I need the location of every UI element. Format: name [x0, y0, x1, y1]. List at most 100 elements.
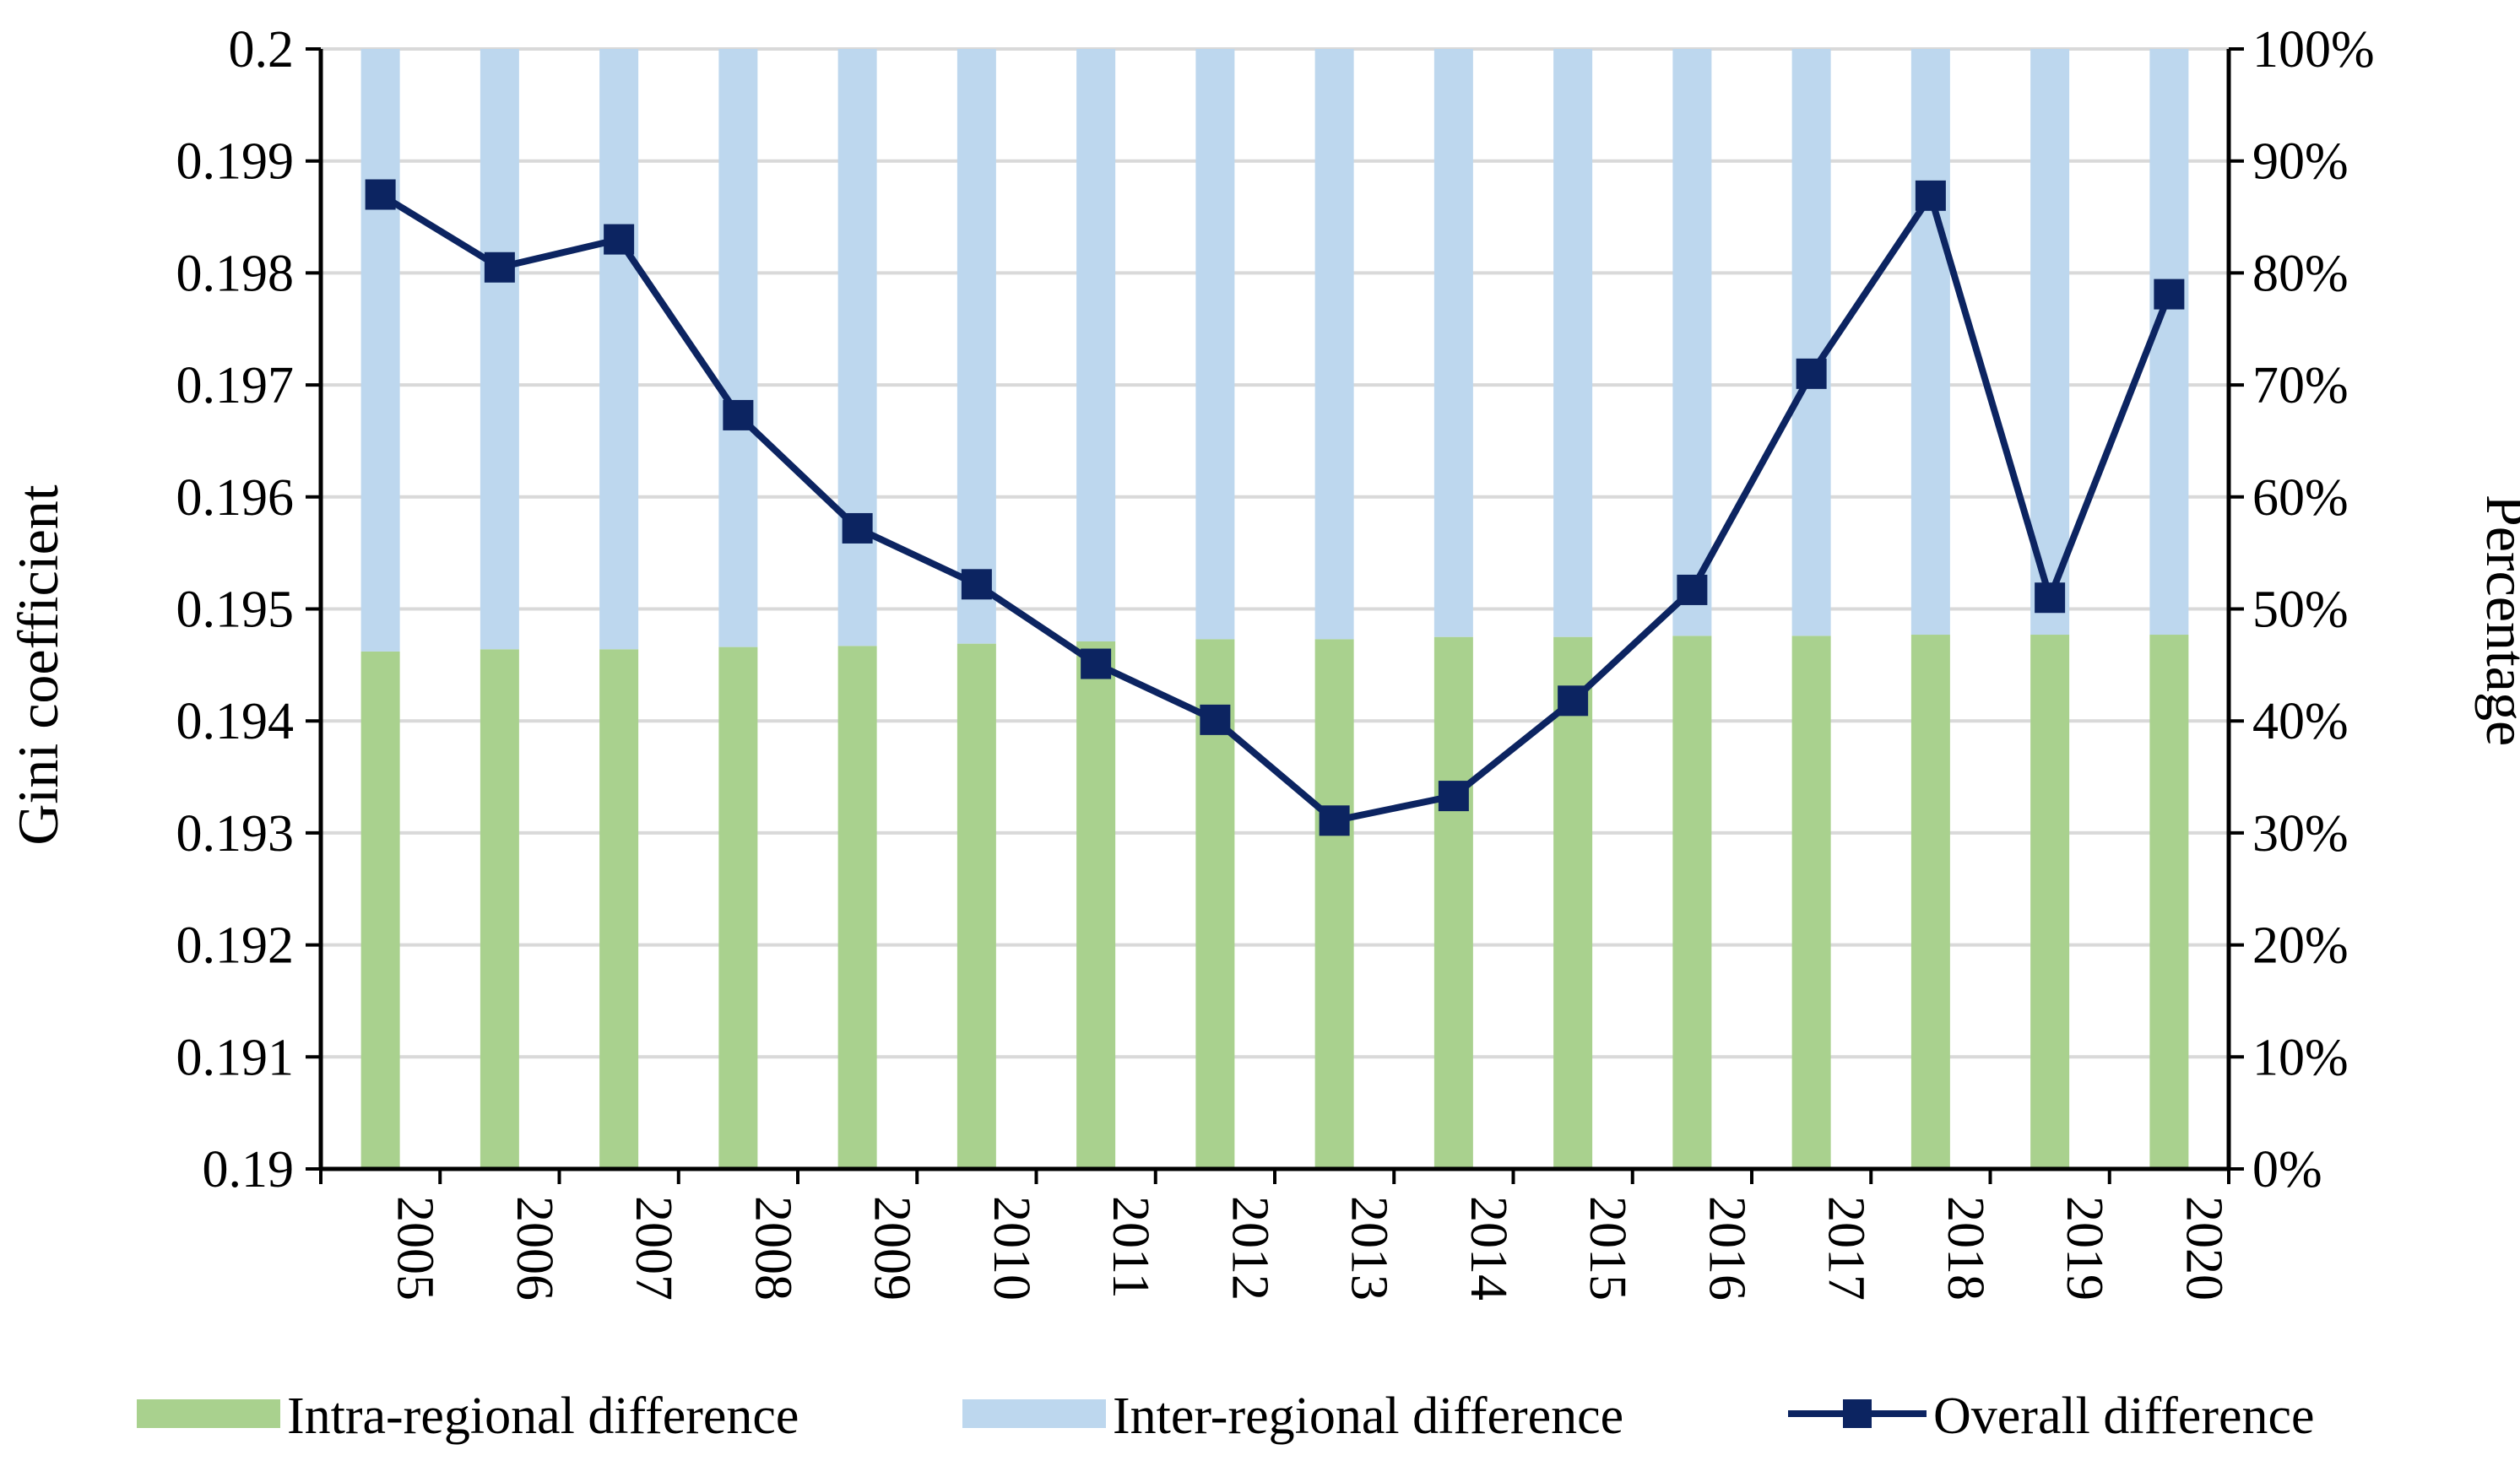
x-tick-label: 2014 [1460, 1196, 1517, 1301]
legend-swatch-inter [962, 1399, 1106, 1428]
y2-tick-label: 80% [2252, 245, 2349, 302]
bar-inter-2006 [480, 49, 519, 650]
x-tick-label: 2017 [1818, 1196, 1875, 1301]
bar-inter-2008 [718, 49, 758, 647]
y2-tick-label: 40% [2252, 693, 2349, 750]
y2-tick-label: 100% [2252, 21, 2375, 78]
legend-label-overall: Overall difference [1933, 1388, 2315, 1445]
point-overall-2016 [1677, 574, 1708, 605]
point-overall-2014 [1438, 781, 1469, 812]
point-overall-2017 [1796, 358, 1827, 389]
x-axis-ticks: 2005 2006 2007 2008 2009 2010 2011 2012 2013 2014… [319, 1169, 2232, 1301]
bar-intra-2010 [957, 643, 996, 1169]
legend-label-intra: Intra-regional difference [287, 1388, 799, 1445]
x-tick-label: 2010 [983, 1196, 1040, 1301]
bar-inter-2019 [2030, 49, 2070, 636]
x-tick-label: 2007 [625, 1196, 682, 1301]
point-overall-2012 [1200, 704, 1231, 735]
x-tick-label: 2020 [2175, 1196, 2232, 1301]
bar-intra-2015 [1553, 636, 1593, 1169]
bar-inter-2017 [1791, 49, 1831, 636]
point-overall-2007 [604, 224, 635, 255]
bar-intra-2009 [837, 646, 877, 1169]
y2-tick-label: 20% [2252, 917, 2349, 975]
bar-inter-2016 [1672, 49, 1712, 636]
bar-inter-2013 [1314, 49, 1354, 640]
y-tick-label: 0.191 [176, 1029, 295, 1086]
x-tick-label: 2011 [1102, 1196, 1159, 1299]
legend: Intra-regional difference Inter-regional… [137, 1388, 2315, 1445]
gridlines [321, 47, 2229, 1059]
bar-inter-2015 [1553, 49, 1593, 637]
bar-inter-2005 [360, 49, 400, 652]
x-tick-label: 2009 [864, 1196, 921, 1301]
y-tick-label: 0.19 [203, 1141, 295, 1198]
bar-inter-2018 [1910, 49, 1950, 636]
y2-tick-label: 0% [2252, 1141, 2322, 1198]
left-axis-ticks: 0.19 0.191 0.192 0.193 0.194 0.195 0.196 0.197 0… [176, 21, 321, 1198]
y-tick-label: 0.194 [176, 693, 295, 750]
point-overall-2009 [842, 512, 873, 544]
point-overall-2008 [723, 399, 754, 430]
y-tick-label: 0.193 [176, 805, 295, 863]
point-overall-2020 [2154, 279, 2185, 310]
point-overall-2011 [1081, 648, 1112, 679]
bar-intra-2016 [1672, 636, 1712, 1169]
bar-intra-2008 [718, 646, 758, 1169]
legend-swatch-intra [137, 1399, 280, 1428]
x-tick-label: 2005 [387, 1196, 444, 1301]
bar-intra-2020 [2149, 635, 2189, 1169]
x-tick-label: 2012 [1221, 1196, 1278, 1301]
right-axis-ticks: 0% 10% 20% 30% 40% 50% 60% 70% 80% 90% 100% [2229, 21, 2375, 1198]
bar-inter-2009 [837, 49, 877, 646]
bars [360, 49, 2189, 1169]
x-tick-label: 2008 [744, 1196, 801, 1301]
y2-axis-title: Percentage [2474, 495, 2520, 746]
y2-tick-label: 30% [2252, 805, 2349, 863]
y-tick-label: 0.197 [176, 357, 295, 414]
x-tick-label: 2018 [1937, 1196, 1994, 1301]
point-overall-2005 [365, 179, 396, 210]
y-tick-label: 0.196 [176, 469, 295, 527]
y2-tick-label: 10% [2252, 1029, 2349, 1086]
y2-tick-label: 60% [2252, 469, 2349, 527]
bar-intra-2017 [1791, 636, 1831, 1169]
point-overall-2019 [2035, 582, 2066, 614]
overall-difference-path [378, 192, 2173, 825]
bar-inter-2012 [1195, 49, 1235, 640]
y2-tick-label: 90% [2252, 133, 2349, 191]
legend-label-inter: Inter-regional difference [1113, 1388, 1623, 1445]
bar-intra-2014 [1433, 636, 1473, 1169]
x-tick-label: 2019 [2056, 1196, 2113, 1301]
legend-marker-overall [1843, 1399, 1872, 1428]
point-overall-2015 [1558, 685, 1589, 717]
point-overall-2010 [961, 569, 992, 600]
bar-intra-2006 [480, 649, 519, 1169]
point-overall-2013 [1319, 805, 1350, 836]
bar-inter-2014 [1433, 49, 1473, 637]
bar-intra-2011 [1076, 641, 1116, 1169]
y-axis-title: Gini coefficient [6, 484, 70, 845]
x-tick-label: 2013 [1341, 1196, 1398, 1301]
y-tick-label: 0.192 [176, 917, 295, 975]
bar-intra-2007 [599, 649, 639, 1169]
bar-intra-2019 [2030, 635, 2070, 1169]
x-tick-label: 2006 [506, 1196, 563, 1301]
bar-inter-2011 [1076, 49, 1116, 641]
y-tick-label: 0.2 [229, 21, 295, 78]
y-tick-label: 0.199 [176, 133, 295, 191]
bar-intra-2005 [360, 651, 400, 1169]
y-tick-label: 0.198 [176, 245, 295, 302]
x-tick-label: 2016 [1698, 1196, 1755, 1301]
y2-tick-label: 70% [2252, 357, 2349, 414]
bar-intra-2013 [1314, 639, 1354, 1169]
bar-intra-2018 [1910, 635, 1950, 1169]
x-tick-label: 2015 [1579, 1196, 1636, 1301]
point-overall-2006 [484, 252, 515, 283]
overall-difference-line [365, 179, 2185, 836]
y2-tick-label: 50% [2252, 582, 2349, 639]
y-tick-label: 0.195 [176, 582, 295, 639]
bar-inter-2007 [599, 49, 639, 650]
point-overall-2018 [1915, 180, 1946, 211]
bar-inter-2020 [2149, 49, 2189, 636]
